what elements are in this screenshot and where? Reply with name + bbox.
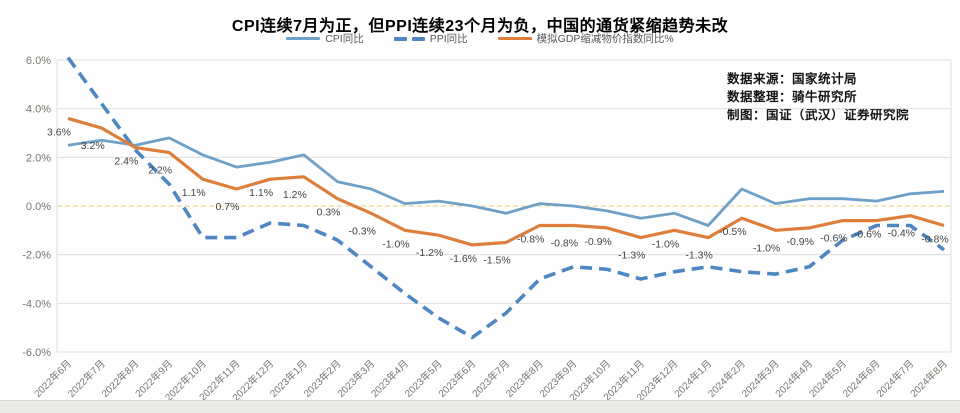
gdp-deflator-line [67,116,945,247]
source-annotation: 数据来源：国家统计局 数据整理：骑牛研究所 制图：国证（武汉）证券研究院 [727,70,909,124]
bottom-strip [0,400,960,413]
data-label: -1.0% [652,238,679,250]
legend-label-ppi: PPI同比 [429,33,468,45]
chart-maker-line: 制图：国证（武汉）证券研究院 [727,108,910,122]
gdp-deflator-line-swatch-icon [497,37,532,40]
data-label: -1.2% [416,247,443,259]
data-label: -0.8% [551,237,578,249]
data-label: -0.8% [517,233,544,245]
data-compiler-line: 数据整理：骑牛研究所 [727,90,858,104]
data-label: -0.4% [888,228,915,240]
data-label: -1.5% [483,255,510,267]
legend-label-gdp-deflator: 模拟GDP缩减物价指数同比% [536,33,674,45]
ppi-dashed-swatch-icon [393,36,425,41]
data-label: -0.3% [349,225,376,237]
data-label: 1.1% [249,187,273,199]
ppi-line [66,56,946,340]
legend-label-cpi: CPI同比 [325,33,364,45]
data-label: -1.3% [685,250,712,262]
legend-item-ppi: PPI同比 [393,31,468,46]
data-label: -0.8% [921,233,948,245]
legend-item-gdp-deflator: 模拟GDP缩减物价指数同比% [497,31,674,46]
data-label: 3.6% [47,126,71,138]
data-label: -1.0% [753,242,780,254]
data-label: 3.2% [81,140,105,152]
y-tick-label: 6.0% [26,55,51,67]
data-label: 2.4% [114,156,138,168]
y-tick-label: -4.0% [22,298,51,310]
data-label: 1.2% [283,189,307,201]
data-label: -1.6% [450,253,477,265]
y-tick-label: 0.0% [26,201,51,213]
data-source-line: 数据来源：国家统计局 [727,72,858,86]
legend-item-cpi: CPI同比 [286,31,364,46]
data-label: -0.5% [719,226,746,238]
data-label: -1.0% [382,238,409,250]
data-label: -0.6% [820,233,847,245]
data-label: -0.6% [854,229,881,241]
data-label: -0.9% [787,236,814,248]
data-label: 1.1% [182,187,206,199]
cpi-line [67,136,945,227]
chart-legend: CPI同比 PPI同比 模拟GDP缩减物价指数同比% [0,31,960,46]
y-tick-label: -2.0% [22,250,51,262]
y-tick-label: 2.0% [26,152,51,164]
chart-title: CPI连续7月为正，但PPI连续23个月为负，中国的通货紧缩趋势未改 [231,18,729,35]
data-label: 0.7% [215,201,239,213]
data-label: 2.2% [148,164,172,176]
data-label: 0.3% [317,207,341,219]
y-tick-label: -6.0% [22,347,51,359]
data-label: -1.3% [618,250,645,262]
data-label: -0.9% [584,236,611,248]
y-tick-label: 4.0% [26,104,51,116]
cpi-line-swatch-icon [286,37,321,40]
